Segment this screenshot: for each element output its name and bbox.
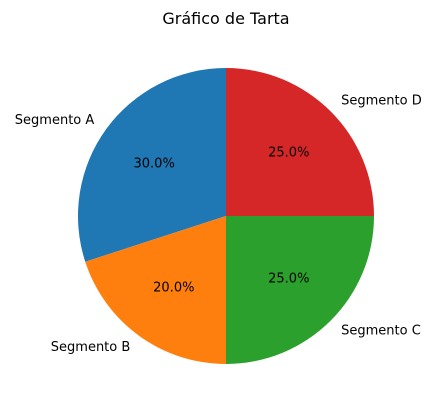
slice-label-segmento-d: Segmento D [341, 93, 422, 108]
pct-label-segmento-c: 25.0% [268, 271, 309, 286]
chart-title: Gráfico de Tarta [162, 9, 289, 28]
slice-label-segmento-a: Segmento A [15, 113, 95, 128]
pct-label-segmento-b: 20.0% [153, 280, 194, 295]
pie-slice-segmento-d [226, 68, 374, 216]
pct-label-segmento-a: 30.0% [134, 156, 175, 171]
pie-slices [77, 68, 374, 364]
pie-slice-segmento-b [85, 216, 227, 364]
slice-label-segmento-c: Segmento C [341, 324, 421, 339]
slice-label-segmento-b: Segmento B [51, 340, 131, 355]
pie-slice-segmento-a [77, 68, 227, 262]
pie-slice-segmento-c [226, 216, 374, 364]
pie-labels: Segmento A 30.0% Segmento B 20.0% Segmento C… [15, 93, 422, 355]
pct-label-segmento-d: 25.0% [268, 146, 309, 161]
